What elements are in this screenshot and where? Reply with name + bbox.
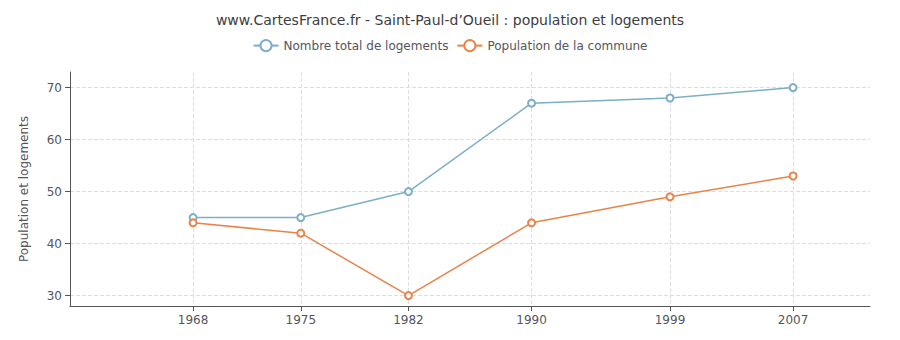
svg-text:30: 30 — [47, 289, 62, 303]
svg-text:1968: 1968 — [178, 313, 209, 327]
svg-text:Nombre total de logements: Nombre total de logements — [284, 39, 449, 53]
svg-text:Population de la commune: Population de la commune — [487, 39, 647, 53]
svg-text:1975: 1975 — [285, 313, 316, 327]
svg-text:1999: 1999 — [655, 313, 686, 327]
svg-text:70: 70 — [47, 81, 62, 95]
svg-text:40: 40 — [47, 237, 62, 251]
svg-text:50: 50 — [47, 185, 62, 199]
svg-text:Population et logements: Population et logements — [17, 116, 31, 262]
svg-text:1990: 1990 — [516, 313, 547, 327]
svg-text:2007: 2007 — [778, 313, 809, 327]
svg-text:www.CartesFrance.fr - Saint-Pa: www.CartesFrance.fr - Saint-Paul-d’Oueil… — [216, 12, 684, 28]
svg-text:60: 60 — [47, 133, 62, 147]
svg-text:1982: 1982 — [393, 313, 424, 327]
